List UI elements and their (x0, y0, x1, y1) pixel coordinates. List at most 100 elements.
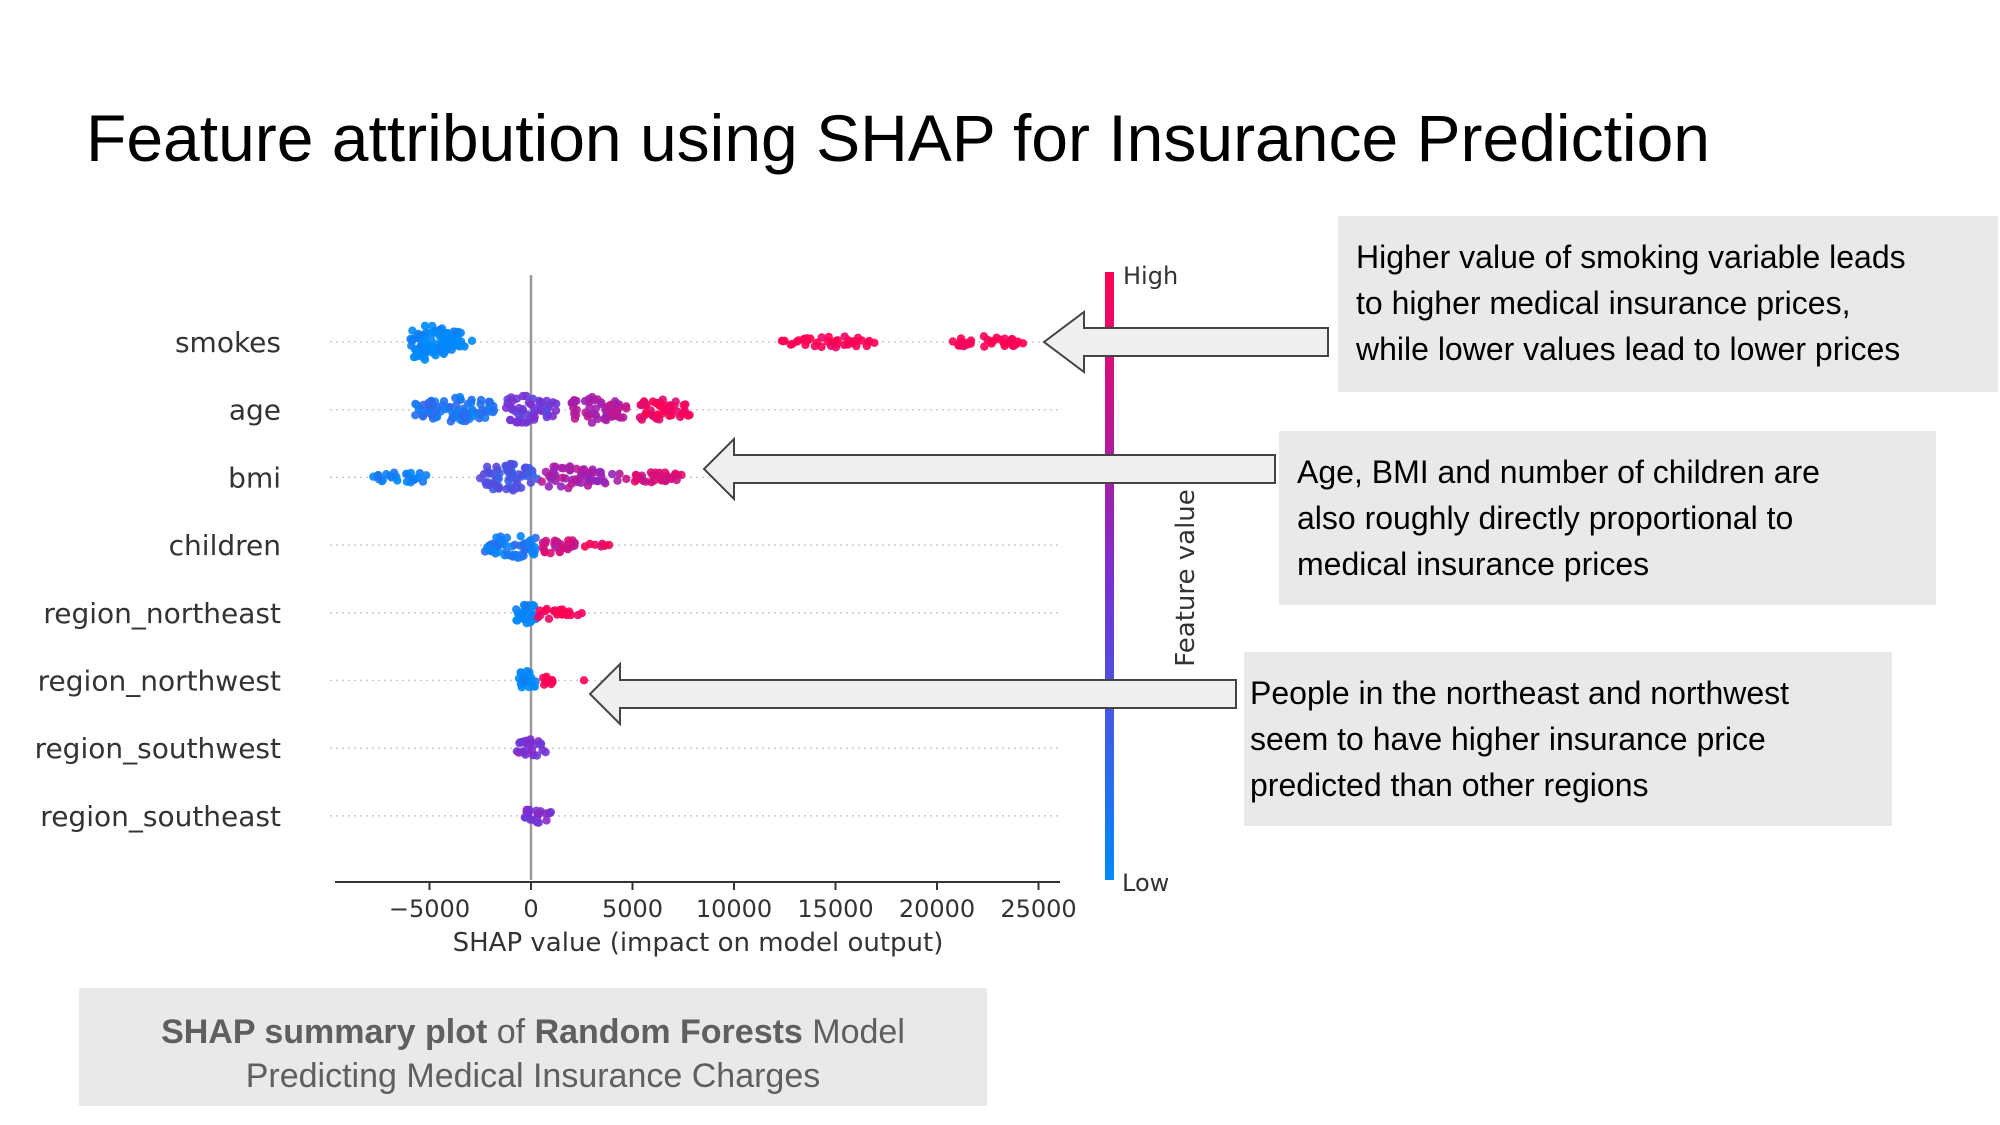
shap-point-smokes (848, 337, 857, 346)
shap-point-bmi (595, 467, 604, 477)
shap-point-smokes (408, 335, 417, 344)
shap-point-bmi (418, 477, 428, 486)
shap-point-smokes (792, 337, 802, 346)
shap-point-bmi (402, 469, 411, 478)
shap-point-bmi (387, 473, 396, 482)
shap-point-bmi (572, 464, 581, 473)
caption-line-1: SHAP summary plot of Random Forests Mode… (79, 1010, 987, 1054)
shap-point-bmi (667, 474, 676, 484)
shap-point-region-southeast (542, 816, 551, 825)
shap-point-region-northwest (548, 677, 557, 686)
shap-point-bmi (615, 469, 624, 478)
shap-point-smokes (780, 336, 789, 345)
x-tick-label: −5000 (389, 895, 470, 923)
shap-point-age (678, 410, 687, 419)
shap-point-bmi (558, 473, 567, 482)
x-axis-label: SHAP value (impact on model output) (453, 928, 944, 958)
shap-point-age (537, 398, 546, 407)
shap-point-smokes (980, 342, 989, 351)
slide-title: Feature attribution using SHAP for Insur… (86, 101, 1710, 175)
shap-point-children (551, 543, 560, 552)
shap-point-age (622, 404, 631, 413)
shap-point-bmi (494, 474, 503, 483)
shap-point-bmi (507, 460, 516, 469)
shap-point-bmi (608, 469, 617, 479)
arrow-smoking (1042, 310, 1329, 374)
shap-point-bmi (571, 475, 580, 484)
arrow-age-bmi-children (702, 436, 1276, 502)
shap-point-children (516, 532, 525, 541)
shap-point-age (640, 397, 649, 407)
shap-point-age (521, 418, 531, 427)
shap-point-children (541, 536, 551, 546)
shap-point-smokes (456, 328, 465, 338)
shap-point-smokes (992, 333, 1001, 342)
shap-point-bmi (544, 482, 553, 491)
shap-point-bmi (406, 478, 415, 487)
shap-point-children (497, 537, 506, 546)
shap-point-age (655, 401, 664, 410)
shap-point-age (483, 404, 492, 414)
feature-label-region-northeast: region_northeast (43, 597, 281, 630)
shap-point-age (526, 400, 535, 409)
shap-point-age (468, 411, 478, 421)
shap-point-age (585, 403, 594, 412)
caption-text-2: Model (802, 1013, 905, 1051)
shap-point-age (518, 405, 527, 414)
figure-caption: SHAP summary plot of Random Forests Mode… (79, 988, 987, 1106)
caption-line-2: Predicting Medical Insurance Charges (245, 1057, 821, 1095)
shap-point-region-northeast (521, 601, 531, 611)
shap-point-age (653, 410, 663, 419)
shap-point-age (635, 413, 645, 422)
shap-point-age (572, 396, 581, 406)
shap-point-region-southwest (541, 748, 550, 757)
shap-point-smokes (420, 321, 430, 330)
shap-point-age (648, 397, 658, 406)
shap-point-bmi (487, 469, 496, 478)
shap-point-bmi (526, 478, 535, 487)
shap-point-age (615, 403, 624, 412)
colorbar-high-label: High (1123, 262, 1178, 290)
shap-point-bmi (593, 476, 602, 486)
shap-point-children (528, 548, 537, 558)
shap-point-age (584, 394, 594, 404)
caption-text-1: of (487, 1013, 535, 1051)
shap-point-region-northeast (541, 606, 550, 616)
shap-point-age (601, 405, 610, 414)
shap-point-smokes (966, 336, 976, 345)
shap-point-smokes (413, 329, 423, 339)
callout-age-line-1: Age, BMI and number of children are (1297, 454, 1820, 490)
colorbar-title: Feature value (1171, 489, 1201, 667)
shap-point-age (571, 410, 581, 420)
shap-point-age (432, 406, 441, 415)
callout-region-line-2: seem to have higher insurance price (1250, 721, 1766, 757)
feature-labels: smokes age bmi children region_northeastregi… (35, 326, 281, 833)
shap-point-age (508, 405, 517, 414)
shap-point-children (510, 540, 519, 549)
shap-point-smokes (438, 335, 448, 344)
feature-label-bmi: bmi (228, 461, 281, 494)
shap-point-bmi (510, 482, 520, 491)
shap-point-age (459, 404, 468, 413)
shap-point-age (591, 411, 601, 420)
callout-age-bmi-children: Age, BMI and number of children are also… (1279, 431, 1936, 605)
shap-point-children (596, 542, 606, 551)
x-tick-label: 10000 (696, 895, 772, 923)
shap-point-age (452, 401, 461, 410)
shap-point-region-southwest (536, 739, 546, 748)
callout-region: People in the northeast and northwest se… (1244, 652, 1892, 826)
shap-point-children (546, 549, 555, 558)
callout-smoking-line-3: while lower values lead to lower prices (1356, 331, 1901, 367)
shap-point-bmi (622, 474, 631, 484)
shap-point-children (508, 552, 517, 561)
shap-point-children (483, 543, 492, 552)
beeswarm-dots (369, 321, 1028, 827)
colorbar (1105, 272, 1114, 880)
callout-smoking-line-2: to higher medical insurance prices, (1356, 285, 1851, 321)
callout-smoking: Higher value of smoking variable leads t… (1338, 216, 1998, 392)
x-tick-label: 20000 (899, 895, 975, 923)
x-ticks: −5000 0 5000 10000 15000 20000 25000 (389, 882, 1077, 923)
shap-point-bmi (646, 468, 656, 477)
shap-point-bmi (492, 462, 501, 471)
shap-point-age (412, 400, 422, 410)
